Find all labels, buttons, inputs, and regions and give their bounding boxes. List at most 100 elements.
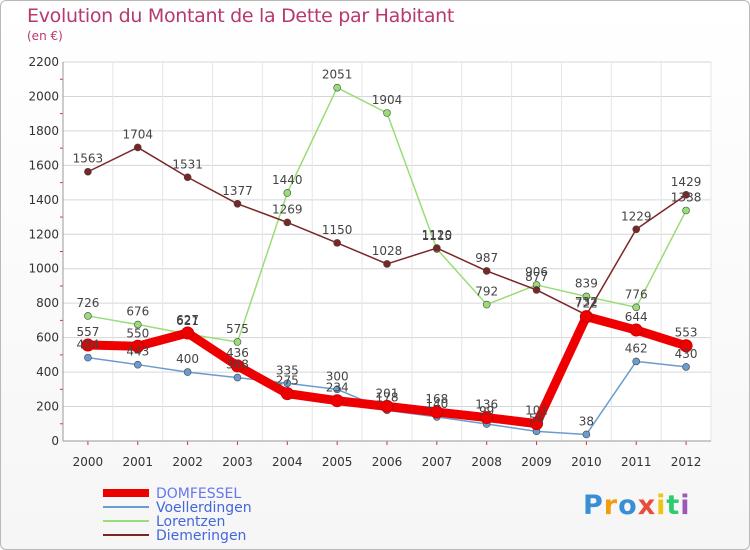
data-point-lorentzen — [333, 83, 341, 92]
proxiti-logo: Proxiti — [583, 490, 691, 521]
data-point-diemeringen — [84, 167, 92, 176]
data-point-lorentzen — [482, 300, 491, 309]
logo-letter: o — [618, 490, 638, 521]
logo-letter: r — [603, 490, 619, 521]
y-tick-label: 1200 — [28, 227, 59, 241]
data-label-lorentzen: 1115 — [422, 229, 453, 243]
data-point-voellerdingen — [682, 363, 690, 371]
data-label-lorentzen: 1338 — [671, 190, 702, 204]
data-label-diemeringen: 1028 — [372, 244, 403, 258]
y-tick-label: 600 — [36, 331, 59, 345]
data-point-lorentzen — [84, 312, 92, 320]
chart-subtitle: (en €) — [27, 29, 63, 43]
y-tick-label: 200 — [36, 400, 59, 414]
data-label-lorentzen: 726 — [76, 296, 99, 310]
data-label-diemeringen: 1269 — [272, 202, 303, 216]
data-label-lorentzen: 1440 — [272, 173, 303, 187]
data-label-domfessel: 557 — [76, 325, 99, 339]
data-label-voellerdingen: 335 — [276, 363, 299, 377]
data-label-lorentzen: 792 — [475, 285, 498, 299]
data-point-domfessel — [579, 310, 593, 324]
data-point-domfessel — [330, 394, 344, 408]
x-tick-label: 2008 — [471, 455, 502, 469]
data-point-diemeringen — [233, 199, 242, 208]
data-label-diemeringen: 1563 — [73, 152, 104, 166]
data-point-domfessel — [480, 411, 494, 425]
data-point-domfessel — [380, 399, 394, 413]
data-point-voellerdingen — [632, 357, 641, 366]
data-label-lorentzen: 776 — [625, 287, 648, 301]
data-label-diemeringen: 987 — [475, 251, 498, 265]
data-label-diemeringen: 1531 — [172, 157, 203, 171]
data-point-diemeringen — [283, 218, 292, 227]
data-label-diemeringen: 1429 — [671, 175, 702, 189]
data-label-diemeringen: 1377 — [222, 184, 253, 198]
chart-title: Evolution du Montant de la Dette par Hab… — [27, 5, 455, 27]
x-tick-label: 2001 — [122, 455, 153, 469]
x-tick-label: 2002 — [172, 455, 203, 469]
x-tick-label: 2011 — [621, 455, 652, 469]
x-tick-label: 2012 — [671, 455, 702, 469]
y-tick-label: 1000 — [28, 262, 59, 276]
data-label-domfessel: 275 — [276, 374, 299, 388]
data-point-domfessel — [280, 387, 294, 401]
data-label-domfessel: 644 — [625, 310, 648, 324]
data-label-voellerdingen: 178 — [376, 390, 399, 404]
data-label-diemeringen: 1120 — [422, 228, 453, 242]
data-point-voellerdingen — [183, 368, 192, 376]
data-label-lorentzen: 676 — [126, 305, 149, 319]
x-tick-label: 2003 — [222, 455, 253, 469]
data-point-diemeringen — [632, 225, 641, 234]
legend-label-domfessel: DOMFESSEL — [156, 486, 241, 502]
data-label-domfessel: 553 — [675, 326, 698, 340]
data-point-lorentzen — [682, 206, 690, 215]
data-point-diemeringen — [682, 191, 690, 199]
x-tick-label: 2006 — [372, 455, 403, 469]
x-tick-label: 2005 — [322, 455, 353, 469]
data-point-lorentzen — [233, 338, 242, 346]
legend-label-lorentzen: Lorentzen — [156, 514, 225, 530]
data-point-diemeringen — [383, 260, 391, 268]
y-tick-label: 1800 — [28, 124, 59, 138]
data-label-lorentzen: 575 — [226, 322, 249, 336]
data-point-domfessel — [230, 359, 244, 373]
data-point-lorentzen — [632, 303, 641, 312]
data-label-voellerdingen: 484 — [76, 338, 99, 352]
data-label-voellerdingen: 140 — [425, 397, 448, 411]
data-point-diemeringen — [482, 267, 491, 275]
data-point-diemeringen — [433, 244, 441, 252]
x-tick-label: 2007 — [422, 455, 453, 469]
data-label-diemeringen: 1229 — [621, 209, 652, 223]
x-tick-label: 2010 — [571, 455, 602, 469]
y-tick-label: 2200 — [28, 55, 59, 69]
data-label-voellerdingen: 430 — [675, 347, 698, 361]
data-point-lorentzen — [582, 292, 591, 301]
data-label-domfessel: 168 — [425, 392, 448, 406]
data-point-lorentzen — [133, 320, 142, 329]
logo-letter: i — [680, 490, 691, 521]
x-tick-label: 2009 — [521, 455, 552, 469]
y-tick-label: 2000 — [28, 89, 59, 103]
x-tick-label: 2004 — [272, 455, 303, 469]
data-point-domfessel — [430, 405, 444, 419]
data-label-domfessel: 201 — [376, 386, 399, 400]
data-point-diemeringen — [133, 143, 142, 152]
data-point-domfessel — [629, 323, 643, 337]
data-label-lorentzen: 839 — [575, 276, 598, 290]
data-label-diemeringen: 732 — [575, 295, 598, 309]
data-point-lorentzen — [283, 189, 292, 197]
data-point-lorentzen — [383, 109, 391, 117]
logo-letter: x — [637, 490, 657, 521]
data-label-voellerdingen: 38 — [579, 414, 594, 428]
data-point-voellerdingen — [582, 430, 591, 439]
y-tick-label: 1400 — [28, 193, 59, 207]
logo-letter: i — [656, 490, 667, 521]
data-label-diemeringen: 1704 — [122, 127, 153, 141]
data-point-domfessel — [181, 326, 195, 340]
data-point-voellerdingen — [233, 373, 242, 382]
data-label-domfessel: 436 — [226, 346, 249, 360]
data-point-diemeringen — [532, 286, 541, 294]
data-label-lorentzen: 2051 — [322, 68, 353, 82]
